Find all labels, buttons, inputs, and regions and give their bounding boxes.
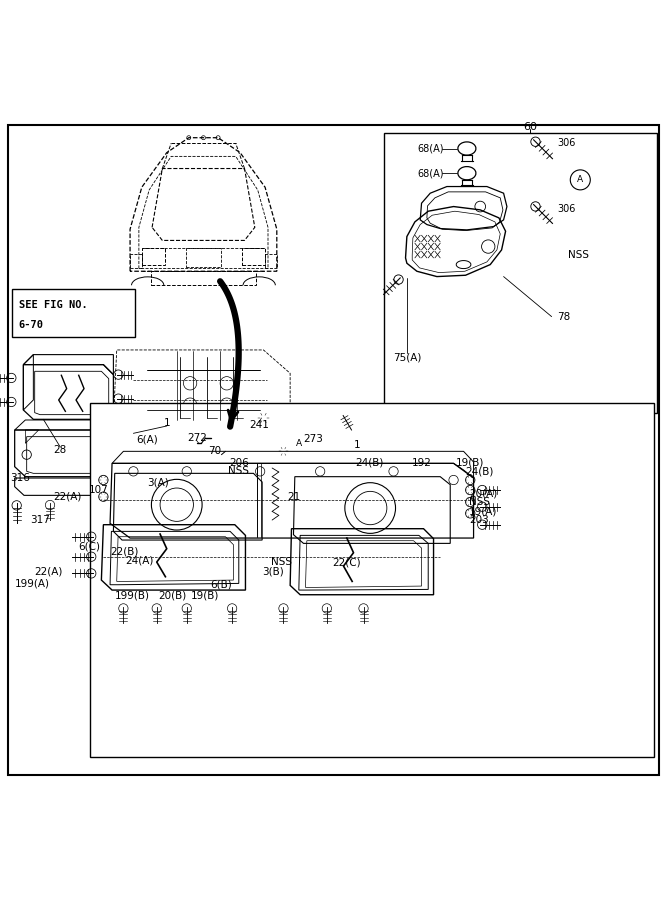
Text: NSS: NSS (469, 497, 490, 507)
Text: 68(A): 68(A) (417, 143, 444, 154)
Text: NSS: NSS (568, 249, 589, 259)
Text: 272: 272 (187, 433, 207, 443)
Bar (12, 289, 135, 337)
Text: 6-70: 6-70 (19, 320, 43, 329)
Bar (142, 248, 165, 265)
Text: 78: 78 (557, 311, 570, 321)
Text: 199(A): 199(A) (15, 579, 49, 589)
Text: NSS: NSS (271, 557, 292, 567)
Text: 107: 107 (89, 485, 109, 495)
Text: 206: 206 (229, 458, 249, 468)
Text: 273: 273 (303, 434, 323, 444)
Text: 70: 70 (208, 446, 221, 455)
Text: 22(A): 22(A) (34, 566, 63, 576)
Text: 21: 21 (287, 491, 301, 501)
Bar (265, 255, 277, 268)
Text: 24(A): 24(A) (125, 555, 153, 565)
Text: 28: 28 (53, 445, 67, 455)
Text: 60: 60 (524, 122, 537, 131)
Text: 24(B): 24(B) (466, 466, 494, 476)
Text: 19(B): 19(B) (456, 458, 484, 468)
Text: 3(B): 3(B) (263, 566, 284, 576)
Bar (130, 255, 142, 268)
Text: A: A (577, 176, 584, 184)
Text: NSS: NSS (228, 465, 249, 476)
Text: 20(B): 20(B) (158, 590, 186, 600)
Bar (186, 248, 221, 266)
Text: 203: 203 (469, 515, 489, 525)
Text: 241: 241 (249, 420, 269, 430)
Text: 1: 1 (354, 440, 360, 450)
Text: SEE FIG NO.: SEE FIG NO. (19, 301, 87, 310)
Text: 22(C): 22(C) (333, 557, 361, 567)
Text: 68(A): 68(A) (417, 168, 444, 178)
Text: 306: 306 (557, 203, 576, 213)
Text: 22(B): 22(B) (110, 546, 139, 556)
Text: 19(B): 19(B) (191, 590, 219, 600)
Text: A: A (295, 439, 302, 448)
Bar (90, 403, 654, 757)
Bar (384, 133, 657, 413)
Text: 3(A): 3(A) (147, 478, 169, 488)
Text: 75(A): 75(A) (393, 353, 421, 363)
Text: 20(A): 20(A) (469, 489, 497, 499)
Text: 192: 192 (412, 458, 432, 468)
Text: 317: 317 (30, 515, 50, 525)
Bar (151, 271, 256, 285)
Text: 22(A): 22(A) (53, 491, 81, 501)
Text: 6(C): 6(C) (78, 542, 100, 552)
Text: 19(A): 19(A) (469, 507, 498, 517)
Text: 1: 1 (163, 418, 170, 428)
Text: 6(B): 6(B) (211, 580, 232, 590)
Text: 6(A): 6(A) (137, 435, 159, 445)
Text: 306: 306 (557, 139, 576, 148)
Bar (241, 248, 265, 265)
Text: 24(B): 24(B) (355, 458, 384, 468)
Text: 199(B): 199(B) (115, 590, 150, 600)
Text: 316: 316 (10, 473, 30, 483)
